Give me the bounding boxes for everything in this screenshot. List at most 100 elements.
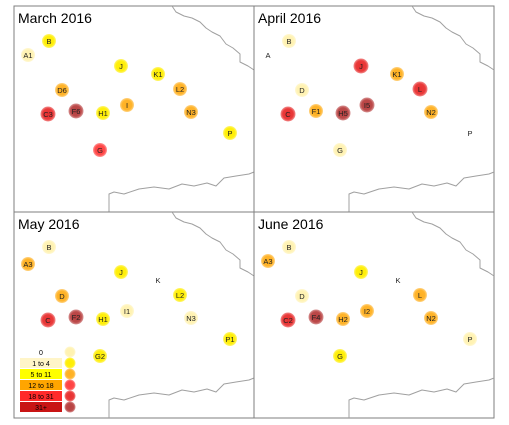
station-marker <box>412 81 428 97</box>
station-label: N2 <box>426 108 436 117</box>
station-marker <box>93 349 107 363</box>
station-label: L <box>418 291 422 300</box>
station-label: K <box>155 276 160 285</box>
station-marker <box>353 58 369 74</box>
station-label: B <box>46 37 51 46</box>
coastline <box>108 5 255 212</box>
station-marker <box>336 312 350 326</box>
station-marker <box>120 304 134 318</box>
station-label: F4 <box>312 313 321 322</box>
station-marker <box>55 289 69 303</box>
station-marker <box>295 289 309 303</box>
legend-circle <box>64 401 76 413</box>
station-label: K1 <box>392 70 401 79</box>
station-label: A3 <box>263 257 272 266</box>
station-label: G <box>97 146 103 155</box>
station-marker <box>413 288 427 302</box>
station-label: G <box>337 146 343 155</box>
station-label: I5 <box>364 101 370 110</box>
station-label: N3 <box>186 314 196 323</box>
station-label: G2 <box>95 352 105 361</box>
legend-swatch <box>20 380 62 390</box>
legend-label: 1 to 4 <box>32 361 50 368</box>
station-label: P <box>227 129 232 138</box>
station-label: B <box>286 37 291 46</box>
station-marker <box>308 309 324 325</box>
station-marker <box>173 82 187 96</box>
station-label: L2 <box>176 85 184 94</box>
station-marker <box>96 312 110 326</box>
station-marker <box>21 257 35 271</box>
station-marker <box>295 83 309 97</box>
station-label: P <box>467 335 472 344</box>
legend-circle <box>64 346 76 358</box>
map-panel: March 2016 A1 B D6 C3 F6 H1 I J K1 L2 N3 P G <box>13 5 255 213</box>
station-marker <box>390 67 404 81</box>
panel-title: June 2016 <box>258 216 324 232</box>
station-marker <box>114 59 128 73</box>
legend-swatch <box>20 347 62 357</box>
station-label: B <box>46 243 51 252</box>
station-marker <box>68 309 84 325</box>
station-label: C <box>285 110 291 119</box>
panel-title: March 2016 <box>18 10 92 26</box>
station-marker <box>333 349 347 363</box>
station-label: C2 <box>283 316 293 325</box>
panel-title: April 2016 <box>258 10 321 26</box>
legend-circle <box>64 390 76 402</box>
station-marker <box>463 332 477 346</box>
legend-swatch <box>20 358 62 368</box>
legend: 0 1 to 4 5 to 11 12 to 18 18 to 31 31+ <box>20 346 76 413</box>
station-marker <box>42 240 56 254</box>
station-label: H5 <box>338 109 348 118</box>
station-marker <box>68 103 84 119</box>
station-marker <box>173 288 187 302</box>
station-marker <box>96 106 110 120</box>
station-label: J <box>119 268 123 277</box>
station-marker <box>360 304 374 318</box>
map-panel: June 2016 A3 B D C2 F4 H2 I2 J K L N2 P G <box>253 211 495 419</box>
legend-label: 0 <box>39 350 43 357</box>
panel-title: May 2016 <box>18 216 80 232</box>
station-marker <box>40 312 56 328</box>
station-marker <box>55 83 69 97</box>
station-marker <box>21 48 35 62</box>
station-label: P <box>467 129 472 138</box>
station-marker <box>40 106 56 122</box>
legend-circle <box>64 357 76 369</box>
station-label: G <box>337 352 343 361</box>
station-label: L2 <box>176 291 184 300</box>
station-marker <box>93 143 107 157</box>
station-label: F6 <box>72 107 81 116</box>
station-label: J <box>119 62 123 71</box>
station-marker <box>42 34 56 48</box>
station-label: K <box>395 276 400 285</box>
station-marker <box>424 311 438 325</box>
station-label: A <box>265 51 270 60</box>
map-panel: April 2016 A B D C F1 H5 I5 J K1 L N2 P G <box>253 5 495 213</box>
station-label: J <box>359 62 363 71</box>
legend-circle <box>64 368 76 380</box>
station-marker <box>354 265 368 279</box>
station-label: P1 <box>225 335 234 344</box>
station-label: D <box>299 86 305 95</box>
station-label: F1 <box>312 107 321 116</box>
station-marker <box>223 126 237 140</box>
legend-label: 12 to 18 <box>28 383 53 390</box>
station-label: H1 <box>98 315 108 324</box>
station-label: D <box>299 292 305 301</box>
station-label: I1 <box>124 307 130 316</box>
station-label: F2 <box>72 313 81 322</box>
legend-swatch <box>20 402 62 412</box>
station-label: J <box>359 268 363 277</box>
station-label: I <box>126 101 128 110</box>
station-label: N3 <box>186 108 196 117</box>
legend-label: 31+ <box>35 405 47 412</box>
legend-swatch <box>20 391 62 401</box>
station-marker <box>114 265 128 279</box>
coastline <box>348 5 495 212</box>
legend-label: 5 to 11 <box>31 372 52 379</box>
station-label: D6 <box>57 86 67 95</box>
station-label: B <box>286 243 291 252</box>
